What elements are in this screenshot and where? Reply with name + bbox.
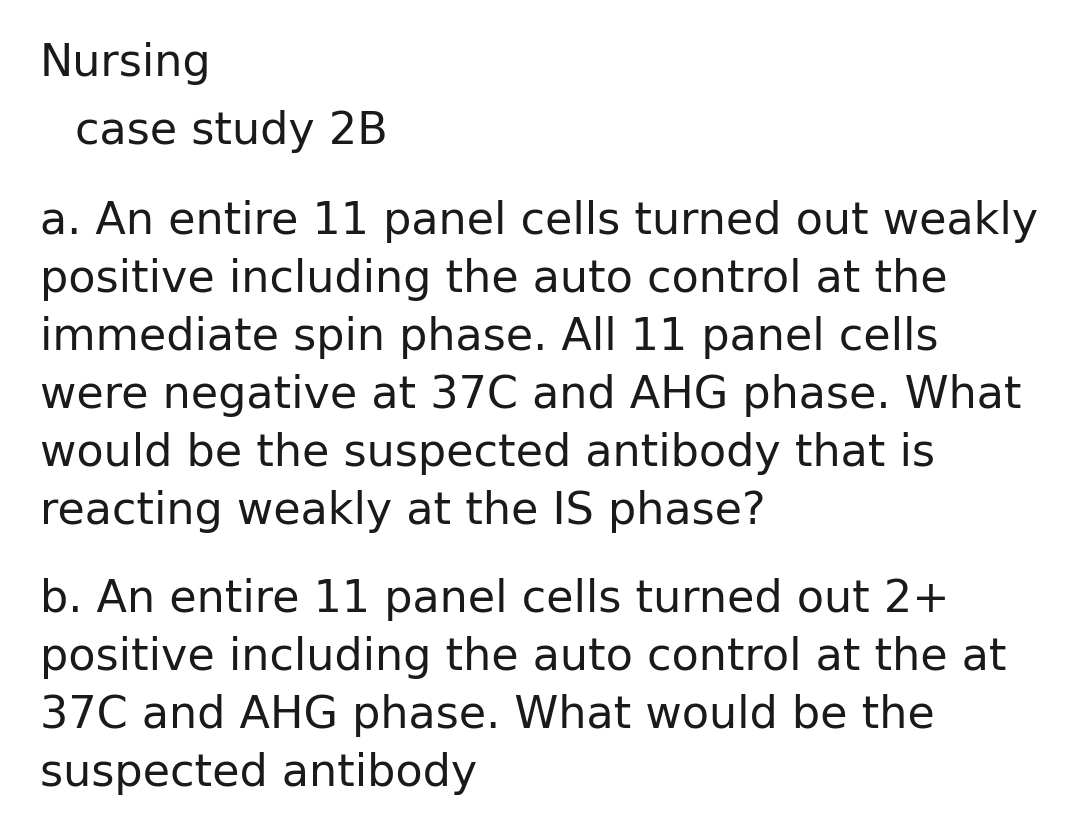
- Text: b. An entire 11 panel cells turned out 2+: b. An entire 11 panel cells turned out 2…: [40, 578, 949, 621]
- Text: would be the suspected antibody that is: would be the suspected antibody that is: [40, 432, 935, 475]
- Text: positive including the auto control at the at: positive including the auto control at t…: [40, 636, 1007, 679]
- Text: 37C and AHG phase. What would be the: 37C and AHG phase. What would be the: [40, 694, 935, 737]
- Text: reacting weakly at the IS phase?: reacting weakly at the IS phase?: [40, 490, 766, 533]
- Text: positive including the auto control at the: positive including the auto control at t…: [40, 258, 947, 301]
- Text: suspected antibody: suspected antibody: [40, 752, 477, 795]
- Text: case study 2B: case study 2B: [75, 110, 388, 153]
- Text: Nursing: Nursing: [40, 42, 212, 85]
- Text: a. An entire 11 panel cells turned out weakly: a. An entire 11 panel cells turned out w…: [40, 200, 1038, 243]
- Text: immediate spin phase. All 11 panel cells: immediate spin phase. All 11 panel cells: [40, 316, 939, 359]
- Text: were negative at 37C and AHG phase. What: were negative at 37C and AHG phase. What: [40, 374, 1022, 417]
